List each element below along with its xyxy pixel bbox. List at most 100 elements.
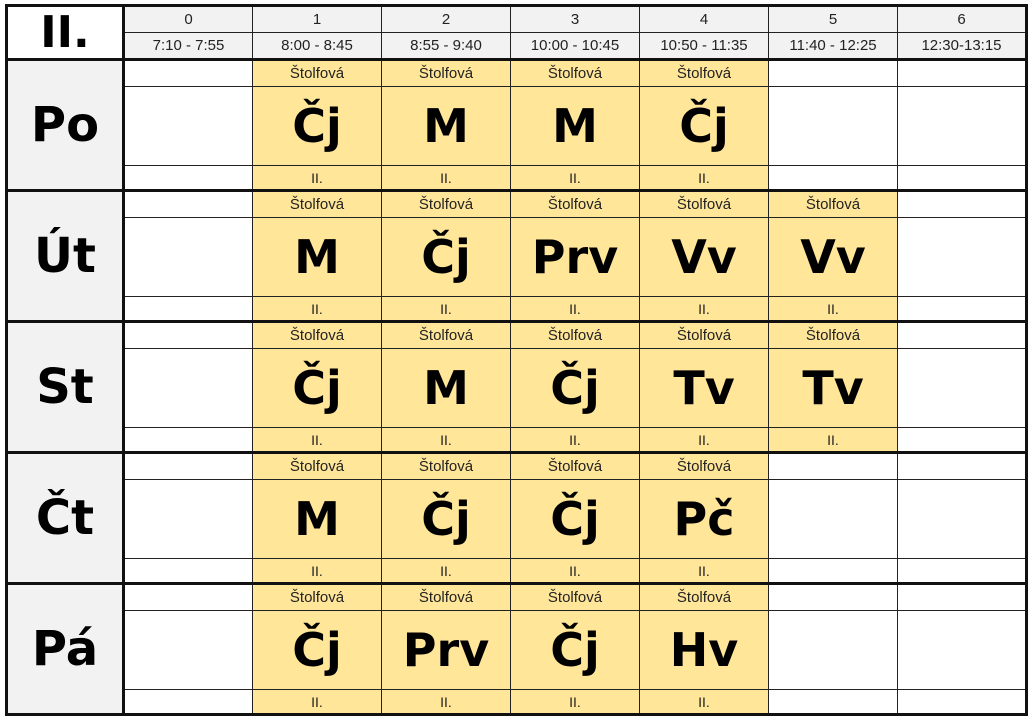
empty-cell: [897, 189, 1027, 218]
empty-cell: [123, 479, 253, 559]
empty-cell: [897, 558, 1027, 584]
empty-cell: [123, 558, 253, 584]
empty-cell: [123, 320, 253, 349]
period-number: 4: [639, 5, 769, 33]
empty-cell: [897, 348, 1027, 428]
lesson-class: II.: [252, 165, 382, 191]
lesson-teacher: Štolfová: [510, 320, 640, 349]
lesson-subject: Čj: [510, 348, 640, 428]
empty-cell: [897, 296, 1027, 322]
lesson-subject: Čj: [252, 348, 382, 428]
lesson-teacher: Štolfová: [252, 451, 382, 480]
lesson-subject: Čj: [252, 86, 382, 166]
empty-cell: [123, 165, 253, 191]
period-number: 5: [768, 5, 898, 33]
lesson-subject: Vv: [639, 217, 769, 297]
period-number: 6: [897, 5, 1027, 33]
lesson-teacher: Štolfová: [639, 320, 769, 349]
lesson-class: II.: [639, 165, 769, 191]
lesson-subject: Čj: [510, 479, 640, 559]
period-number: 0: [123, 5, 253, 33]
lesson-class: II.: [252, 558, 382, 584]
lesson-teacher: Štolfová: [252, 320, 382, 349]
empty-cell: [768, 479, 898, 559]
empty-cell: [897, 86, 1027, 166]
lesson-class: II.: [510, 689, 640, 715]
empty-cell: [123, 296, 253, 322]
lesson-teacher: Štolfová: [510, 451, 640, 480]
empty-cell: [123, 217, 253, 297]
lesson-class: II.: [252, 296, 382, 322]
period-time: 11:40 - 12:25: [768, 32, 898, 61]
period-time: 8:00 - 8:45: [252, 32, 382, 61]
lesson-subject: Čj: [381, 217, 511, 297]
period-time: 10:50 - 11:35: [639, 32, 769, 61]
lesson-subject: Vv: [768, 217, 898, 297]
empty-cell: [123, 427, 253, 453]
lesson-teacher: Štolfová: [639, 582, 769, 611]
lesson-teacher: Štolfová: [510, 582, 640, 611]
empty-cell: [768, 59, 898, 87]
lesson-class: II.: [381, 689, 511, 715]
lesson-class: II.: [510, 558, 640, 584]
lesson-subject: Pč: [639, 479, 769, 559]
lesson-teacher: Štolfová: [639, 59, 769, 87]
lesson-class: II.: [768, 427, 898, 453]
lesson-class: II.: [510, 165, 640, 191]
lesson-teacher: Štolfová: [510, 189, 640, 218]
empty-cell: [768, 582, 898, 611]
lesson-teacher: Štolfová: [381, 59, 511, 87]
lesson-subject: M: [252, 217, 382, 297]
period-number: 1: [252, 5, 382, 33]
lesson-subject: M: [252, 479, 382, 559]
empty-cell: [123, 86, 253, 166]
empty-cell: [123, 59, 253, 87]
lesson-teacher: Štolfová: [252, 582, 382, 611]
lesson-class: II.: [381, 296, 511, 322]
empty-cell: [768, 558, 898, 584]
lesson-subject: Prv: [510, 217, 640, 297]
lesson-teacher: Štolfová: [768, 320, 898, 349]
empty-cell: [897, 610, 1027, 690]
lesson-teacher: Štolfová: [381, 189, 511, 218]
lesson-subject: Čj: [639, 86, 769, 166]
lesson-teacher: Štolfová: [252, 59, 382, 87]
timetable: II. 0 1 2 3 4 5 6 7:10 - 7:55 8:00 - 8:45 8:55 - 9…: [5, 4, 1028, 716]
lesson-teacher: Štolfová: [768, 189, 898, 218]
period-time: 12:30-13:15: [897, 32, 1027, 61]
lesson-class: II.: [381, 427, 511, 453]
lesson-class: II.: [252, 689, 382, 715]
lesson-class: II.: [639, 427, 769, 453]
period-time: 10:00 - 10:45: [510, 32, 640, 61]
lesson-subject: M: [381, 348, 511, 428]
empty-cell: [768, 610, 898, 690]
lesson-subject: Čj: [510, 610, 640, 690]
empty-cell: [123, 348, 253, 428]
lesson-subject: Tv: [768, 348, 898, 428]
period-number: 3: [510, 5, 640, 33]
lesson-class: II.: [381, 165, 511, 191]
empty-cell: [897, 582, 1027, 611]
period-time: 7:10 - 7:55: [123, 32, 253, 61]
lesson-teacher: Štolfová: [381, 451, 511, 480]
empty-cell: [123, 189, 253, 218]
empty-cell: [123, 451, 253, 480]
lesson-teacher: Štolfová: [252, 189, 382, 218]
class-title: II.: [6, 5, 125, 61]
lesson-subject: Hv: [639, 610, 769, 690]
period-number: 2: [381, 5, 511, 33]
lesson-class: II.: [510, 296, 640, 322]
lesson-subject: M: [381, 86, 511, 166]
empty-cell: [123, 610, 253, 690]
lesson-teacher: Štolfová: [381, 582, 511, 611]
empty-cell: [123, 582, 253, 611]
day-label: St: [6, 320, 125, 453]
lesson-teacher: Štolfová: [381, 320, 511, 349]
day-label: Čt: [6, 451, 125, 584]
empty-cell: [768, 86, 898, 166]
lesson-teacher: Štolfová: [510, 59, 640, 87]
lesson-class: II.: [252, 427, 382, 453]
lesson-subject: Čj: [381, 479, 511, 559]
lesson-teacher: Štolfová: [639, 189, 769, 218]
lesson-subject: Tv: [639, 348, 769, 428]
